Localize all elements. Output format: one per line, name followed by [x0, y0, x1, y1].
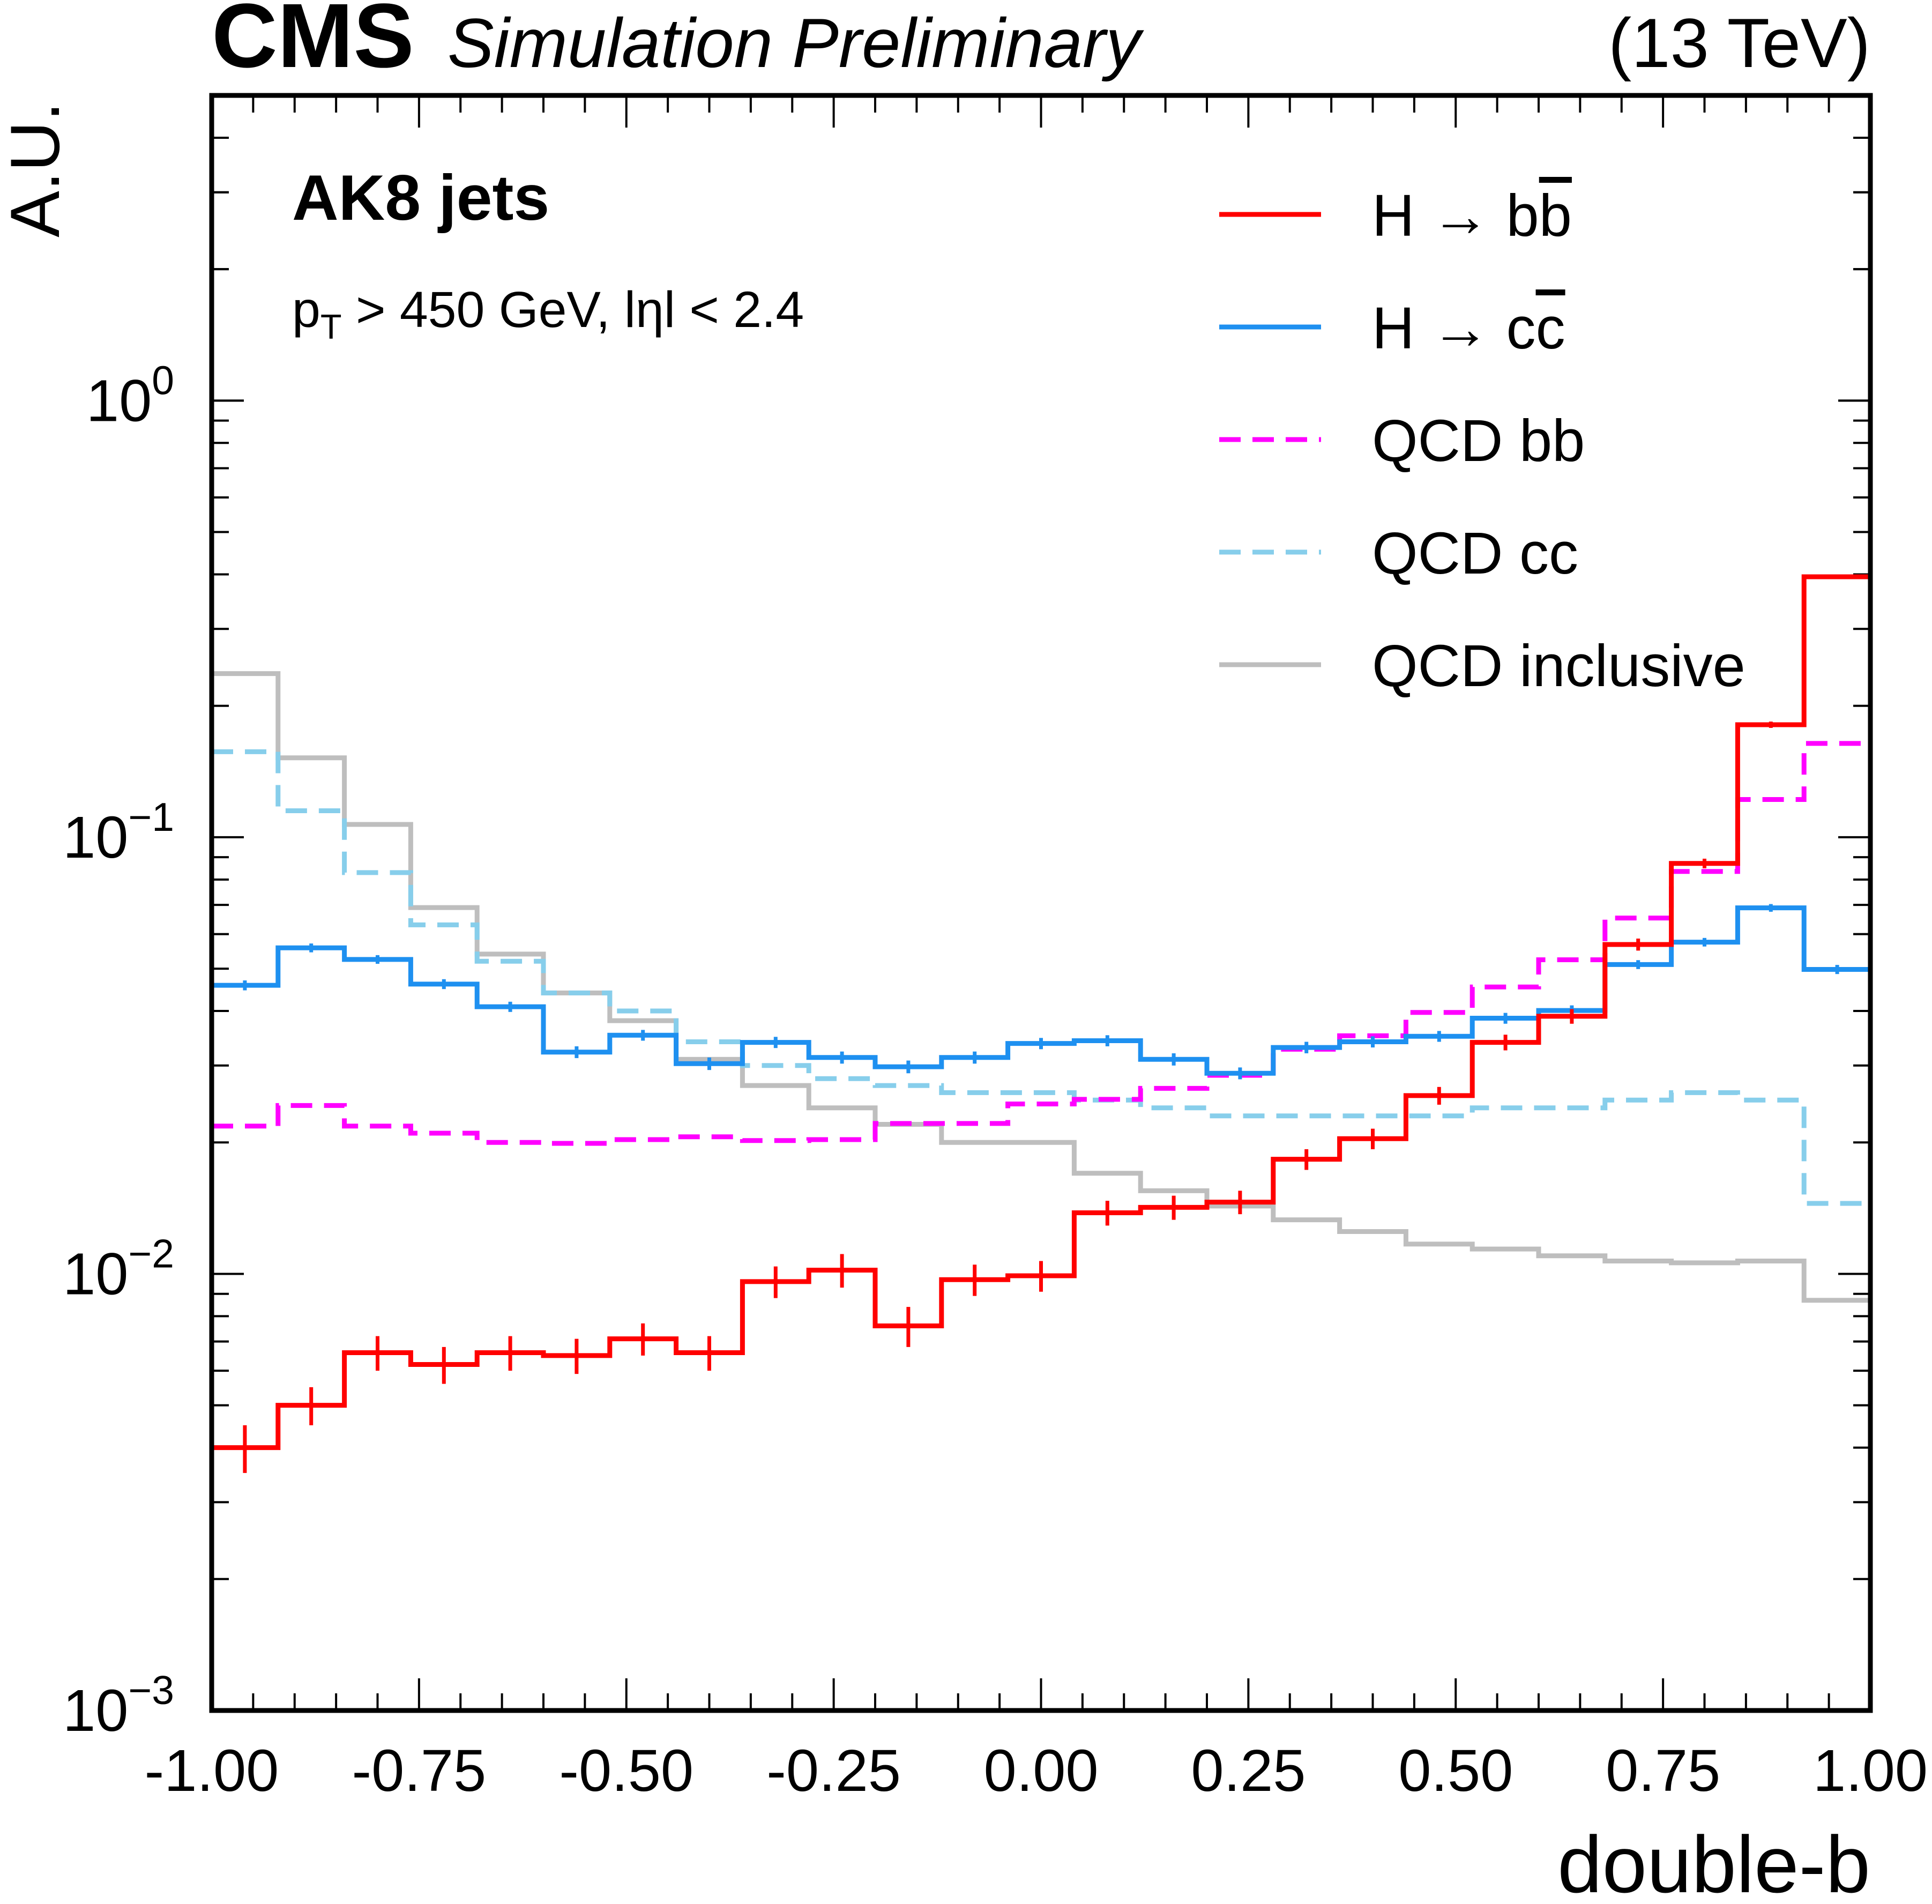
y-tick-exponent: −1 [128, 794, 174, 839]
plot-frame [209, 93, 1873, 1713]
legend-label-main: H → b [1372, 183, 1539, 249]
kinematic-cuts-label: pT > 450 GeV, lηl < 2.4 [292, 281, 804, 346]
legend-label-bar: b [1539, 183, 1572, 249]
x-tick-label: -0.50 [559, 1738, 693, 1804]
y-tick-label: 10−2 [63, 1231, 174, 1307]
jet-type-label: AK8 jets [292, 162, 549, 234]
x-tick-label: 0.50 [1398, 1738, 1513, 1804]
y-tick-base: 10 [86, 368, 152, 434]
legend-label: H → bb [1372, 183, 1572, 249]
y-tick-label: 10−3 [63, 1668, 174, 1744]
cuts-pt-symbol: p [292, 281, 320, 338]
y-tick-label: 100 [86, 358, 174, 434]
series-h-cc- [212, 904, 1870, 1080]
legend-label-bar: c [1536, 295, 1565, 361]
x-tick-label: 0.75 [1606, 1738, 1720, 1804]
y-tick-base: 10 [63, 1678, 128, 1744]
energy-label: (13 TeV) [1608, 4, 1870, 82]
legend-label-main: H → c [1372, 295, 1536, 361]
cuts-rest: > 450 GeV, lηl < 2.4 [342, 281, 804, 338]
y-tick-base: 10 [63, 1241, 128, 1307]
ticks-layer: -1.00 -0.75 -0.50 -0.25 0.00 0.25 0.50 0.75 1.00… [63, 94, 1928, 1804]
legend-label: QCD cc [1372, 520, 1578, 586]
y-tick-exponent: −2 [128, 1231, 174, 1276]
cuts-pt-subscript: T [320, 307, 342, 346]
y-tick-exponent: −3 [128, 1668, 174, 1713]
legend-label: H → cc [1372, 295, 1565, 361]
status-label: Simulation Preliminary [447, 4, 1144, 82]
experiment-label: CMS [212, 0, 414, 87]
x-tick-label: -0.25 [766, 1738, 901, 1804]
series-line [212, 671, 1870, 1303]
legend-label: QCD bb [1372, 408, 1585, 474]
y-tick-base: 10 [63, 805, 128, 871]
series-qcd-cc [212, 749, 1870, 1206]
series-qcd-inclusive [212, 671, 1870, 1303]
series-h-bb- [212, 574, 1870, 1473]
x-tick-label: 1.00 [1813, 1738, 1928, 1804]
x-tick-label: -0.75 [352, 1738, 487, 1804]
y-tick-label: 10−1 [63, 794, 174, 871]
y-axis-label: A.U. [0, 102, 74, 237]
series-line [212, 749, 1870, 1206]
x-tick-label: 0.25 [1191, 1738, 1306, 1804]
series-line [212, 574, 1870, 1451]
legend-label: QCD inclusive [1372, 633, 1745, 699]
series-layer [212, 574, 1870, 1473]
y-tick-exponent: 0 [152, 358, 174, 403]
x-axis-label: double-b [1557, 1819, 1870, 1904]
x-tick-label: -1.00 [145, 1738, 279, 1804]
x-tick-label: 0.00 [983, 1738, 1098, 1804]
